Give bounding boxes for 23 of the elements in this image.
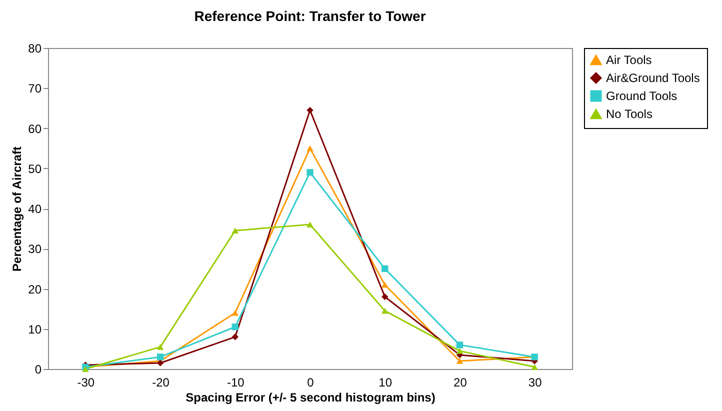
y-tick-label: 70 (28, 82, 42, 96)
x-axis-title: Spacing Error (+/- 5 second histogram bins) (186, 390, 436, 404)
x-tick-label: 10 (378, 376, 392, 390)
x-tick-label: -20 (152, 376, 170, 390)
y-tick-label: 50 (28, 162, 42, 176)
x-tick-label: -10 (226, 376, 245, 390)
legend-label: Ground Tools (606, 89, 678, 103)
x-tick-label: 20 (454, 376, 468, 390)
x-tick-label: 30 (528, 376, 542, 390)
y-tick-label: 80 (28, 42, 42, 56)
legend-label: Air&Ground Tools (606, 71, 700, 85)
y-tick-label: 20 (28, 282, 42, 296)
y-tick-label: 60 (28, 122, 42, 136)
chart-title: Reference Point: Transfer to Tower (194, 8, 426, 24)
y-tick-label: 10 (28, 322, 42, 336)
y-axis-title: Percentage of Aircraft (10, 146, 24, 272)
y-tick-label: 30 (28, 242, 42, 256)
legend-label: No Tools (606, 107, 652, 121)
y-tick-label: 0 (34, 362, 42, 376)
x-tick-label: 0 (307, 376, 314, 390)
x-tick-label: -30 (77, 376, 95, 390)
legend-label: Air Tools (606, 53, 652, 67)
y-tick-label: 40 (28, 202, 42, 216)
